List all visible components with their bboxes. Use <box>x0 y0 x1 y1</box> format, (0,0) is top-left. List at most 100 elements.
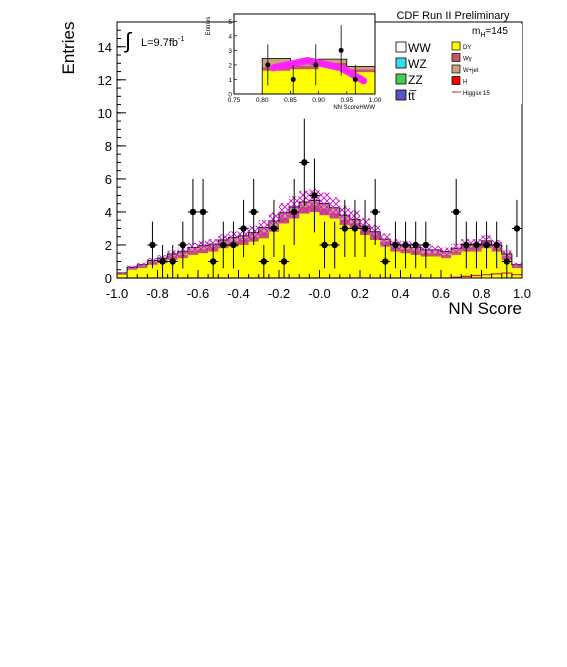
bar-w--0 <box>117 273 128 275</box>
x-tick-label-0: -1.0 <box>106 286 128 301</box>
legend-label-zz: ZZ <box>408 73 423 87</box>
inset-y-tick-label-2: 2 <box>228 62 232 69</box>
axes-layer: -1.0 -0.8 -0.6 -0.4 -0.2 -0.0 0.2 0.4 0.6 0.8 1.00… <box>98 29 531 301</box>
uncertainty-band-31 <box>430 245 441 255</box>
chart-title: CDF Run II Preliminary <box>396 10 510 22</box>
data-point-22 <box>371 208 379 216</box>
data-point-11 <box>260 258 268 265</box>
data-point-33 <box>503 258 511 265</box>
inset-bar-w-jet-0 <box>262 58 291 68</box>
legend-frame <box>390 24 522 104</box>
bar-dy-7 <box>187 254 198 278</box>
data-point-7 <box>220 241 227 249</box>
inset-bar-w--1 <box>290 65 319 70</box>
legend-items: WW WZ ZZ tt̅ DY Wγ W+jet H Higgsx 15 <box>395 41 490 103</box>
y-tick-label-1: 2 <box>105 238 112 253</box>
bar-w--7 <box>187 250 198 255</box>
inset-y-tick-label-0: 0 <box>228 92 232 99</box>
y-tick-label-4: 8 <box>105 139 112 154</box>
x-tick-label-6: 0.2 <box>351 286 369 301</box>
inset-x-tick-label-2: 0.85 <box>284 97 297 104</box>
data-point-3 <box>179 241 187 249</box>
data-point-8 <box>230 241 237 249</box>
bar-dy-3 <box>147 264 158 278</box>
inset-x-tick-label-1: 0.80 <box>256 97 269 104</box>
bar-w--32 <box>441 254 452 259</box>
uncertainty-band-8 <box>198 240 209 251</box>
bar-w--33 <box>451 251 462 255</box>
inset-y-tick-label-3: 3 <box>228 48 232 55</box>
inset-y-tick-label-5: 5 <box>228 19 232 26</box>
x-tick-label-7: 0.4 <box>391 286 409 301</box>
bar-dy-1 <box>127 269 138 278</box>
lumi-exponent: -1 <box>178 36 184 43</box>
bar-w--1 <box>127 268 138 270</box>
bar-dy-17 <box>289 218 300 278</box>
inset-y-tick-label-4: 4 <box>228 33 232 40</box>
bar-w--39 <box>511 266 522 269</box>
inset-data-point-4 <box>352 76 358 82</box>
uncertainty-band-33 <box>451 243 462 253</box>
legend-swatch-zz <box>395 73 407 85</box>
data-point-23 <box>382 258 389 265</box>
legend-label-ww: WW <box>408 41 431 55</box>
x-tick-label-2: -0.6 <box>187 286 209 301</box>
data-point-28 <box>452 208 460 216</box>
mass-subscript: H <box>480 32 485 39</box>
data-point-24 <box>392 241 399 249</box>
legend-swatch-h <box>451 76 461 85</box>
inset-data-points <box>265 25 358 94</box>
data-point-18 <box>331 241 338 249</box>
bar-w--8 <box>198 249 209 254</box>
legend-label-wz: WZ <box>408 57 427 71</box>
inset-x-tick-label-3: 0.90 <box>312 97 325 104</box>
bar-dy-33 <box>451 254 462 278</box>
inset-x-tick-label-0: 0.75 <box>228 97 241 104</box>
data-point-13 <box>280 258 288 265</box>
uncertainty-band-7 <box>187 242 198 253</box>
y-tick-label-0: 0 <box>105 271 112 286</box>
uncertainty-band-14 <box>258 220 269 236</box>
y-tick-label-7: 14 <box>98 40 112 55</box>
x-tick-label-1: -0.8 <box>146 286 168 301</box>
x-tick-label-5: -0.0 <box>308 286 330 301</box>
bar-dy-13 <box>248 241 259 278</box>
data-point-10 <box>250 208 257 216</box>
mass-m: m <box>472 26 480 37</box>
bar-dy-18 <box>299 213 310 278</box>
legend-swatch-w-jet <box>451 64 461 74</box>
data-point-5 <box>199 208 207 216</box>
uncertainty-band-26 <box>380 233 391 246</box>
uncertainty-band-16 <box>279 202 290 223</box>
bar-dy-25 <box>370 240 381 278</box>
lumi-text: L=9.7fb <box>141 37 178 49</box>
y-tick-label-2: 4 <box>105 205 112 220</box>
bar-w--14 <box>258 232 269 239</box>
bar-dy-2 <box>137 268 148 278</box>
bar-w--2 <box>137 266 148 269</box>
data-point-25 <box>402 241 409 249</box>
data-point-27 <box>422 241 430 249</box>
y-tick-label-6: 12 <box>98 73 112 88</box>
data-point-0 <box>149 241 156 249</box>
data-point-4 <box>189 208 197 216</box>
x-tick-label-4: -0.2 <box>268 286 290 301</box>
legend-label-w-: Wγ <box>463 57 472 63</box>
inset-data-point-1 <box>290 76 296 82</box>
inset-bar-dy-1 <box>290 69 319 94</box>
uncertainty-band-0 <box>117 272 128 274</box>
inset-bar-dy-0 <box>262 70 291 94</box>
legend-label-dy: DY <box>463 45 471 51</box>
uncertainty-band-1 <box>127 265 138 269</box>
bar-w--31 <box>430 253 441 257</box>
inset-data-point-2 <box>313 62 319 68</box>
data-point-15 <box>301 159 308 166</box>
data-point-14 <box>290 208 298 216</box>
bar-dy-8 <box>198 253 209 278</box>
data-point-21 <box>361 225 369 232</box>
data-point-12 <box>270 225 278 232</box>
x-tick-label-10: 1.0 <box>513 286 531 301</box>
bar-dy-12 <box>238 244 249 278</box>
